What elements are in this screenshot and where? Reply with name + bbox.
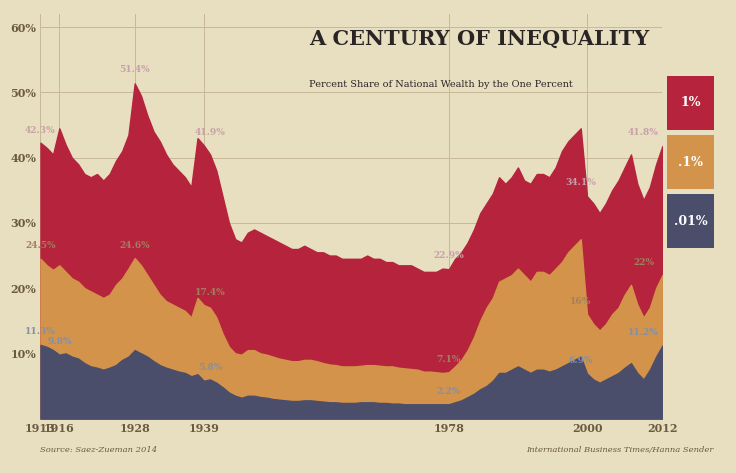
Text: 22.9%: 22.9%: [434, 251, 464, 260]
Text: 51.4%: 51.4%: [119, 65, 150, 74]
Text: 16%: 16%: [570, 297, 592, 306]
Text: 24.6%: 24.6%: [119, 241, 150, 250]
Text: 2.2%: 2.2%: [436, 387, 461, 396]
Text: 41.9%: 41.9%: [194, 128, 225, 137]
Text: 24.5%: 24.5%: [25, 241, 56, 250]
Text: Source: Saez-Zueman 2014: Source: Saez-Zueman 2014: [40, 446, 158, 454]
Text: 11.2%: 11.2%: [628, 328, 659, 337]
Text: 9.8%: 9.8%: [47, 337, 71, 346]
Text: 42.3%: 42.3%: [25, 126, 56, 135]
Text: 22%: 22%: [633, 258, 654, 267]
Text: International Business Times/Hanna Sender: International Business Times/Hanna Sende…: [526, 446, 714, 454]
Text: .01%: .01%: [673, 215, 707, 228]
Text: 6.9%: 6.9%: [568, 356, 593, 365]
Text: A CENTURY OF INEQUALITY: A CENTURY OF INEQUALITY: [309, 28, 649, 48]
Text: 11.3%: 11.3%: [25, 327, 56, 336]
Text: Percent Share of National Wealth by the One Percent: Percent Share of National Wealth by the …: [309, 80, 573, 89]
Text: .1%: .1%: [678, 156, 703, 168]
Text: 17.4%: 17.4%: [195, 288, 225, 297]
Text: 5.8%: 5.8%: [198, 363, 222, 372]
Text: 34.1%: 34.1%: [565, 178, 596, 187]
Text: 41.8%: 41.8%: [628, 128, 659, 137]
Text: 7.1%: 7.1%: [436, 355, 461, 364]
Text: 1%: 1%: [680, 96, 701, 109]
